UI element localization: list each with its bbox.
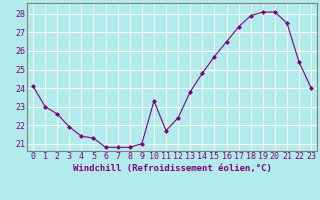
X-axis label: Windchill (Refroidissement éolien,°C): Windchill (Refroidissement éolien,°C) [73,164,272,173]
